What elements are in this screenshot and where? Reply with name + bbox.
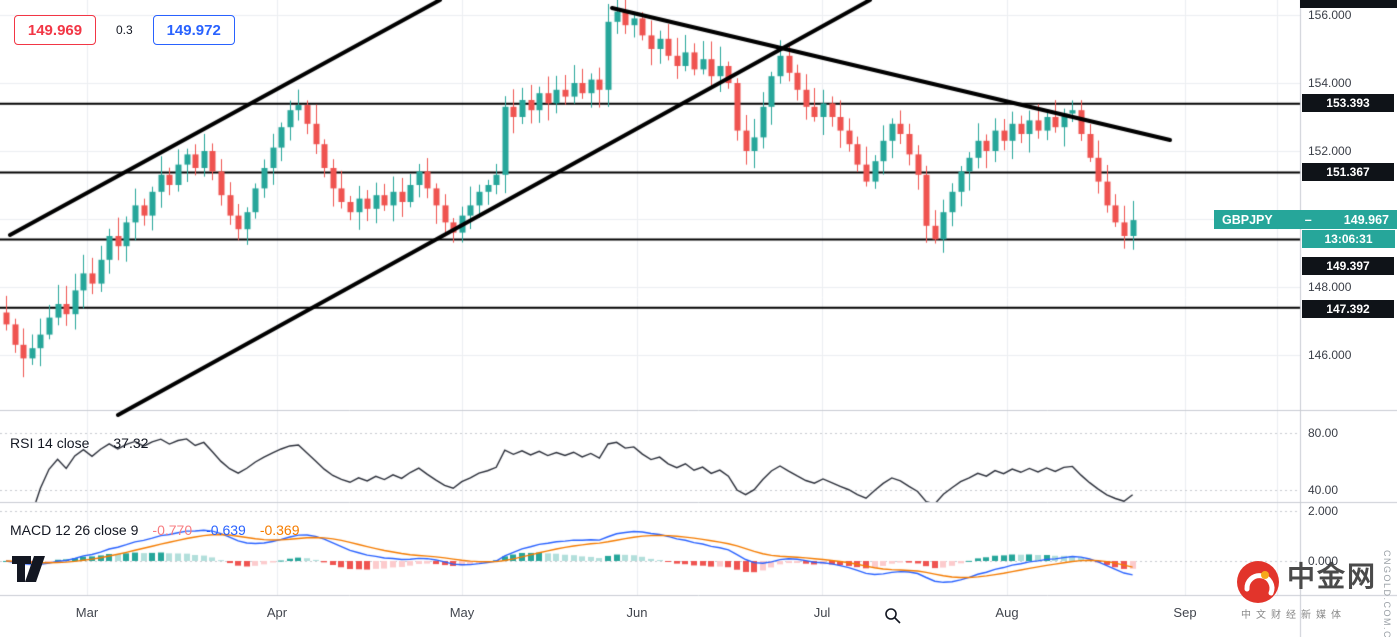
price-level-badge: 153.393 (1302, 94, 1394, 112)
cngold-logo-icon (1237, 561, 1279, 603)
price-tick-label: 2.000 (1308, 504, 1339, 518)
price-level-badge: 147.392 (1302, 300, 1394, 318)
cngold-brand-text: 中金网 (1287, 561, 1378, 592)
cngold-domain: CNGOLD.COM.CN (1382, 550, 1392, 637)
last-price-value: 149.967 (1343, 212, 1389, 227)
macd-hist-value: -0.770 (152, 522, 193, 538)
sell-button[interactable]: 149.969 (14, 15, 96, 45)
search-icon[interactable] (884, 607, 901, 624)
time-axis-label: Aug (995, 605, 1019, 620)
price-level-badge: 149.397 (1302, 257, 1394, 275)
price-tick-label: 148.000 (1308, 280, 1352, 294)
price-tick-label: 0.000 (1308, 554, 1339, 568)
time-axis-label: Sep (1173, 605, 1197, 620)
price-tick-label: 80.00 (1308, 426, 1339, 440)
symbol-price-badge: GBPJPY – 149.967 (1214, 210, 1397, 229)
price-tick-label: 146.000 (1308, 348, 1352, 362)
macd-signal-value: -0.369 (259, 522, 300, 538)
buy-button[interactable]: 149.972 (152, 15, 235, 45)
time-axis-label: Mar (75, 605, 99, 620)
price-tick-label: 154.000 (1308, 76, 1352, 90)
clipped-price-badge (1300, 0, 1397, 8)
macd-line-value: -0.639 (206, 522, 246, 538)
macd-title: MACD 12 26 close 9 (10, 522, 139, 538)
badge-separator: – (1304, 212, 1312, 227)
price-level-badge: 151.367 (1302, 163, 1394, 181)
price-tick-label: 40.00 (1308, 483, 1339, 497)
quote-panel: 149.969 0.3 149.972 (14, 15, 235, 45)
time-axis-label: Jul (813, 605, 831, 620)
tradingview-logo[interactable] (12, 556, 52, 582)
cngold-tagline: 中文财经新媒体 (1241, 610, 1346, 621)
time-axis-label: May (449, 605, 475, 620)
price-tick-label: 152.000 (1308, 144, 1352, 158)
macd-legend: MACD 12 26 close 9 -0.770 -0.639 -0.369 (10, 522, 300, 538)
spread-value: 0.3 (116, 23, 133, 37)
symbol-name: GBPJPY (1222, 212, 1273, 227)
rsi-title: RSI 14 close (10, 435, 90, 451)
rsi-value: 37.32 (113, 435, 149, 451)
time-axis[interactable]: Mar Apr May Jun Jul Aug Sep (0, 595, 1300, 637)
time-axis-label: Apr (266, 605, 288, 620)
countdown-badge: 13:06:31 (1302, 230, 1395, 248)
price-tick-label: 156.000 (1308, 8, 1352, 22)
rsi-legend: RSI 14 close 37.32 (10, 435, 148, 451)
cngold-watermark: 中金网 (1235, 559, 1377, 605)
price-axis[interactable]: 156.000 154.000 152.000 148.000 146.000 80.00… (1300, 0, 1397, 595)
time-axis-label: Jun (626, 605, 648, 620)
